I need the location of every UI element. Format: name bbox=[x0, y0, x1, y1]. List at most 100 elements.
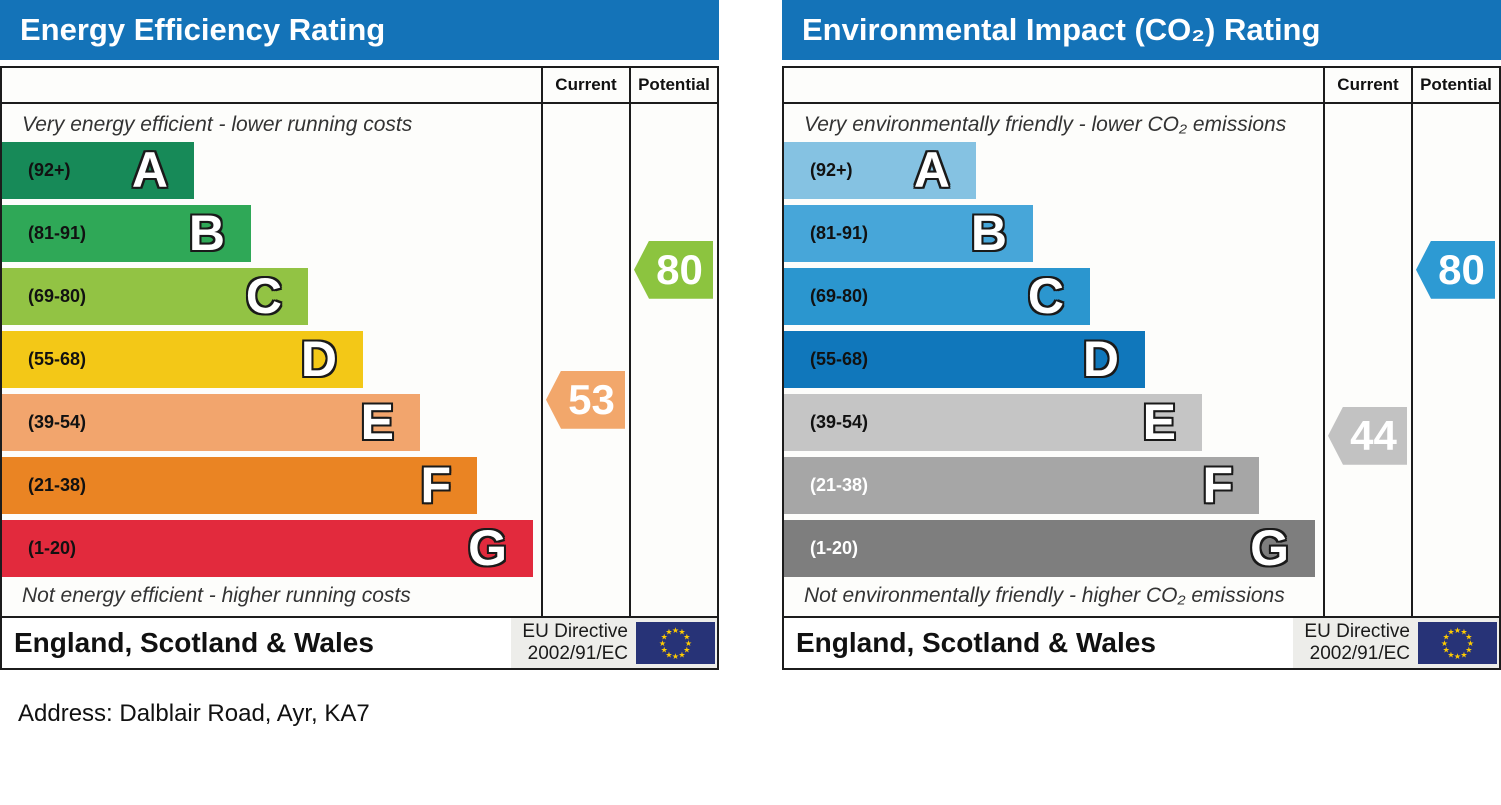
potential-rating-value: 80 bbox=[1438, 245, 1485, 293]
band-range: (21-38) bbox=[810, 474, 869, 495]
eu-directive-line1: EU Directive bbox=[522, 621, 628, 643]
band-range: (21-38) bbox=[28, 474, 87, 495]
bands-area: Very energy efficient - lower running co… bbox=[2, 104, 541, 617]
svg-text:★: ★ bbox=[665, 628, 672, 637]
column-header-current: Current bbox=[541, 68, 629, 102]
caption-bottom: Not energy efficient - higher running co… bbox=[22, 584, 411, 608]
current-rating-value: 44 bbox=[1350, 411, 1397, 459]
column-header-potential: Potential bbox=[1411, 68, 1499, 102]
band-letter: G bbox=[468, 520, 507, 577]
header-spacer bbox=[2, 68, 541, 102]
current-column: 44 bbox=[1323, 103, 1411, 617]
band-row-e: (39-54) E bbox=[2, 393, 420, 451]
bands-area: Very environmentally friendly - lower CO… bbox=[784, 104, 1323, 617]
table-body: Very energy efficient - lower running co… bbox=[2, 103, 717, 617]
table-header: Current Potential bbox=[2, 68, 717, 104]
band-letter: G bbox=[1250, 520, 1289, 577]
bands: (92+) A (81-91) B (69-80) C (55-68) bbox=[2, 141, 541, 577]
rating-table: Current Potential Very energy efficient … bbox=[0, 66, 719, 670]
potential-rating-value: 80 bbox=[656, 245, 703, 293]
band-letter: A bbox=[131, 142, 168, 199]
svg-text:★: ★ bbox=[665, 650, 672, 659]
eu-directive-label: EU Directive 2002/91/EC bbox=[522, 621, 628, 665]
region-label: England, Scotland & Wales bbox=[796, 627, 1156, 659]
environmental-impact-chart: Environmental Impact (CO₂) Rating Curren… bbox=[782, 0, 1501, 672]
band-row-f: (21-38) F bbox=[2, 456, 477, 514]
svg-text:★: ★ bbox=[1443, 633, 1450, 642]
potential-rating-arrow: 80 bbox=[1416, 240, 1495, 299]
svg-text:★: ★ bbox=[661, 646, 668, 655]
svg-text:★: ★ bbox=[1447, 628, 1454, 637]
address-text: Address: Dalblair Road, Ayr, KA7 bbox=[18, 700, 370, 727]
current-rating-value: 53 bbox=[568, 375, 615, 423]
band-letter: D bbox=[1082, 331, 1119, 388]
svg-text:★: ★ bbox=[678, 628, 685, 637]
band-range: (69-80) bbox=[810, 285, 869, 306]
svg-text:★: ★ bbox=[1441, 639, 1448, 648]
energy-efficiency-chart: Energy Efficiency Rating Current Potenti… bbox=[0, 0, 719, 672]
band-range: (1-20) bbox=[28, 537, 77, 558]
table-footer: England, Scotland & Wales EU Directive 2… bbox=[2, 616, 717, 668]
eu-directive-line1: EU Directive bbox=[1304, 621, 1410, 643]
column-header-potential: Potential bbox=[629, 68, 717, 102]
band-letter: A bbox=[913, 142, 950, 199]
band-range: (81-91) bbox=[810, 222, 869, 243]
potential-column: 80 bbox=[629, 103, 717, 617]
rating-table: Current Potential Very environmentally f… bbox=[782, 66, 1501, 670]
band-row-g: (1-20) G bbox=[2, 519, 533, 577]
svg-text:★: ★ bbox=[672, 652, 679, 661]
band-range: (81-91) bbox=[28, 222, 87, 243]
svg-text:★: ★ bbox=[1447, 650, 1454, 659]
svg-text:★: ★ bbox=[1454, 626, 1461, 635]
band-range: (1-20) bbox=[810, 537, 859, 558]
band-letter: F bbox=[1202, 457, 1233, 514]
band-row-b: (81-91) B bbox=[784, 204, 1033, 262]
svg-text:★: ★ bbox=[683, 633, 690, 642]
caption-bottom: Not environmentally friendly - higher CO… bbox=[804, 584, 1285, 608]
svg-text:★: ★ bbox=[661, 633, 668, 642]
eu-flag-icon: ★ ★ ★★ ★★ ★★ ★★ ★★ bbox=[1418, 622, 1497, 665]
table-body: Very environmentally friendly - lower CO… bbox=[784, 103, 1499, 617]
eu-directive-area: EU Directive 2002/91/EC ★ ★ ★ ★ ★ ★ ★ ★ ★ ★ ★… bbox=[1293, 618, 1499, 668]
current-rating-arrow: 44 bbox=[1328, 406, 1407, 465]
svg-text:★: ★ bbox=[1443, 646, 1450, 655]
caption-top: Very energy efficient - lower running co… bbox=[22, 112, 413, 136]
band-row-g: (1-20) G bbox=[784, 519, 1315, 577]
column-header-current: Current bbox=[1323, 68, 1411, 102]
table-footer: England, Scotland & Wales EU Directive 2… bbox=[784, 616, 1499, 668]
potential-rating-arrow: 80 bbox=[634, 240, 713, 299]
eu-flag-icon: ★ ★ ★★ ★★ ★★ ★★ ★★ bbox=[636, 622, 715, 665]
svg-text:★: ★ bbox=[1465, 646, 1472, 655]
chart-title: Environmental Impact (CO₂) Rating bbox=[782, 0, 1501, 60]
band-row-c: (69-80) C bbox=[784, 267, 1090, 325]
band-row-e: (39-54) E bbox=[784, 393, 1202, 451]
band-range: (55-68) bbox=[28, 348, 87, 369]
band-row-d: (55-68) D bbox=[2, 330, 363, 388]
band-letter: C bbox=[245, 268, 282, 325]
caption-top: Very environmentally friendly - lower CO… bbox=[804, 112, 1287, 136]
band-range: (39-54) bbox=[810, 411, 869, 432]
band-range: (69-80) bbox=[28, 285, 87, 306]
svg-text:★: ★ bbox=[1460, 628, 1467, 637]
table-header: Current Potential bbox=[784, 68, 1499, 104]
band-range: (92+) bbox=[810, 159, 853, 180]
svg-text:★: ★ bbox=[678, 650, 685, 659]
header-spacer bbox=[784, 68, 1323, 102]
chart-title: Energy Efficiency Rating bbox=[0, 0, 719, 60]
band-letter: B bbox=[970, 205, 1007, 262]
band-row-a: (92+) A bbox=[784, 141, 976, 199]
band-row-a: (92+) A bbox=[2, 141, 194, 199]
svg-text:★: ★ bbox=[672, 626, 679, 635]
band-letter: D bbox=[300, 331, 337, 388]
region-label: England, Scotland & Wales bbox=[14, 627, 374, 659]
current-rating-arrow: 53 bbox=[546, 370, 625, 429]
current-column: 53 bbox=[541, 103, 629, 617]
band-letter: B bbox=[188, 205, 225, 262]
svg-text:★: ★ bbox=[659, 639, 666, 648]
band-row-b: (81-91) B bbox=[2, 204, 251, 262]
band-letter: C bbox=[1027, 268, 1064, 325]
svg-text:★: ★ bbox=[1454, 652, 1461, 661]
eu-directive-label: EU Directive 2002/91/EC bbox=[1304, 621, 1410, 665]
bands: (92+) A (81-91) B (69-80) C (55-68) bbox=[784, 141, 1323, 577]
